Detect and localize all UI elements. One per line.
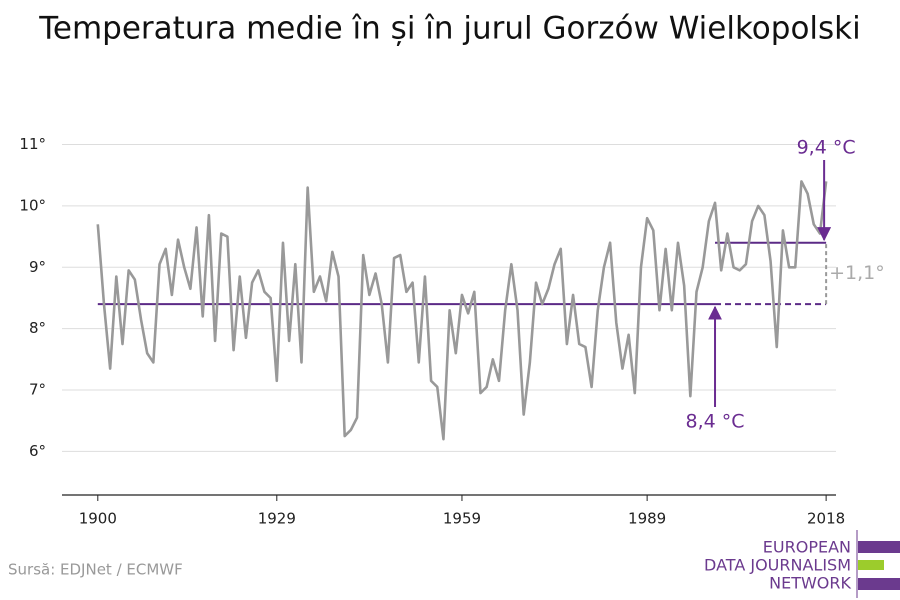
y-tick-label: 9° [29,258,46,276]
y-tick-label: 7° [29,381,46,399]
logo-text: DATA JOURNALISM [704,556,851,575]
logo-text: NETWORK [769,574,851,593]
x-tick-label: 1989 [628,510,666,528]
logo-bar [858,578,900,590]
y-tick-label: 8° [29,319,46,337]
logo-text: EUROPEAN [763,538,851,557]
x-tick-label: 1959 [443,510,481,528]
y-tick-label: 11° [19,135,46,153]
source: Sursă: EDJNet / ECMWF [8,561,183,579]
difference-label: +1,1° [829,262,885,284]
annotation: 9,4 °C [797,137,856,159]
x-tick-label: 1929 [258,510,296,528]
x-tick-label: 1900 [79,510,117,528]
chart-title: Temperatura medie în și în jurul Gorzów … [38,11,861,47]
x-tick-label: 2018 [807,510,845,528]
logo-bar [858,560,884,570]
temperature-line [96,180,828,441]
logo: EUROPEAN DATA JOURNALISM NETWORK [704,530,900,598]
logo-bar [858,541,900,553]
annotation: 8,4 °C [686,411,745,433]
y-tick-label: 6° [29,442,46,460]
y-tick-label: 10° [19,196,46,214]
